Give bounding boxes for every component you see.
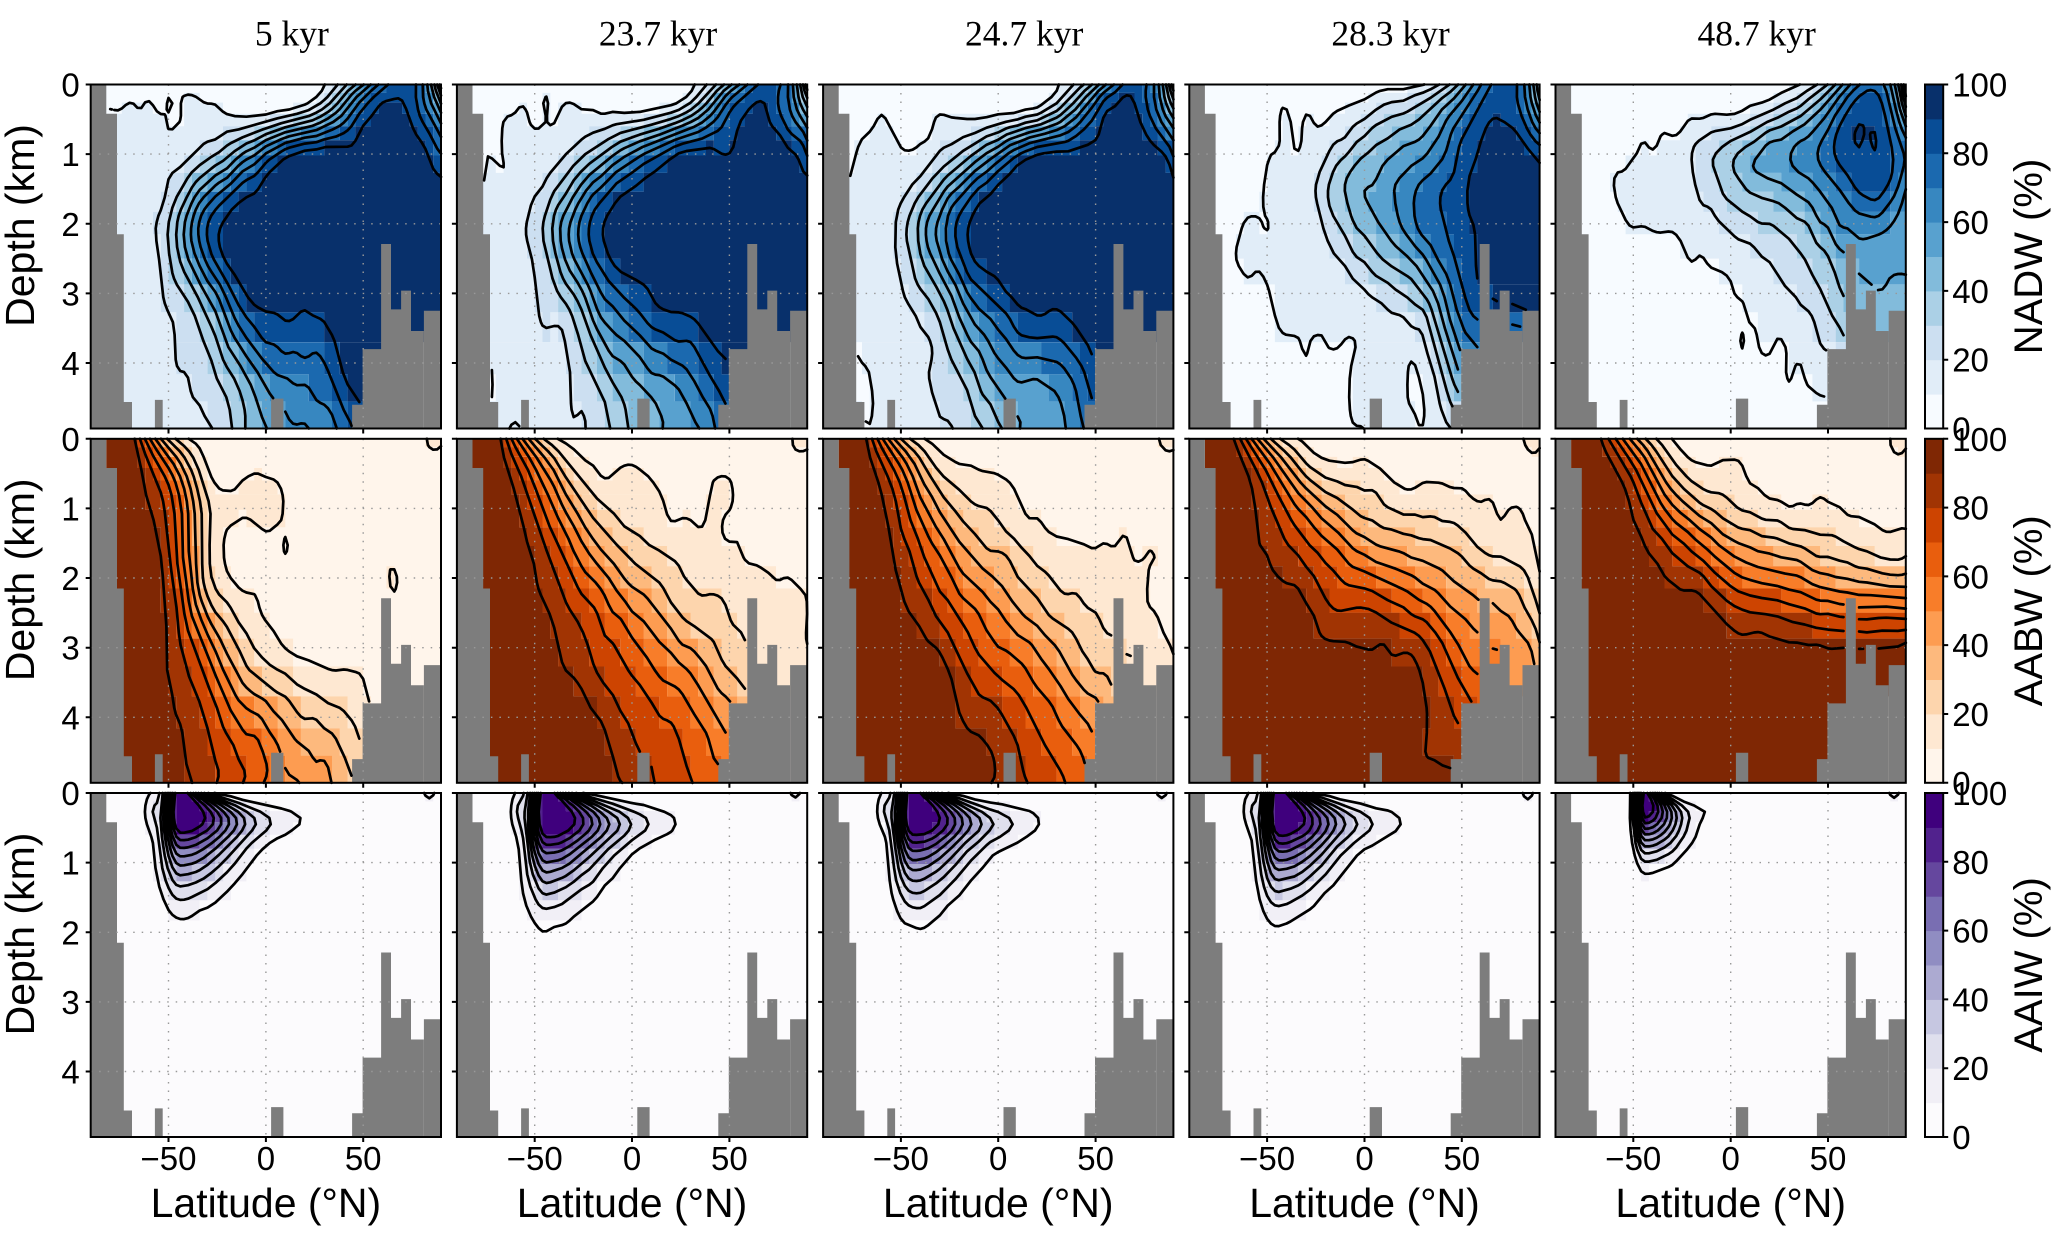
svg-text:Latitude (°N): Latitude (°N) — [1615, 1180, 1846, 1226]
svg-text:80: 80 — [1952, 135, 1989, 172]
svg-text:AAIW (%): AAIW (%) — [2007, 877, 2051, 1053]
svg-text:60: 60 — [1952, 913, 1989, 950]
svg-text:Depth (km): Depth (km) — [0, 833, 43, 1036]
svg-text:−50: −50 — [873, 1140, 929, 1177]
svg-text:0: 0 — [1952, 411, 1970, 448]
svg-text:Latitude (°N): Latitude (°N) — [151, 1180, 382, 1226]
svg-text:0: 0 — [61, 67, 79, 104]
svg-text:100: 100 — [1952, 67, 2007, 104]
svg-text:1: 1 — [61, 136, 79, 173]
svg-text:0: 0 — [1722, 1140, 1740, 1177]
svg-text:3: 3 — [61, 630, 79, 667]
svg-text:23.7 kyr: 23.7 kyr — [599, 14, 718, 54]
svg-text:50: 50 — [1810, 1140, 1847, 1177]
svg-text:−50: −50 — [1239, 1140, 1295, 1177]
svg-text:50: 50 — [345, 1140, 382, 1177]
svg-text:100: 100 — [1952, 775, 2007, 812]
svg-text:AABW (%): AABW (%) — [2007, 515, 2051, 706]
svg-text:100: 100 — [1952, 421, 2007, 458]
svg-text:Latitude (°N): Latitude (°N) — [883, 1180, 1114, 1226]
svg-text:3: 3 — [61, 984, 79, 1021]
svg-text:Depth (km): Depth (km) — [0, 478, 43, 681]
svg-text:0: 0 — [989, 1140, 1007, 1177]
svg-text:0: 0 — [61, 421, 79, 458]
svg-text:40: 40 — [1952, 981, 1989, 1018]
svg-text:Depth (km): Depth (km) — [0, 124, 43, 327]
svg-text:40: 40 — [1952, 273, 1989, 310]
svg-text:50: 50 — [711, 1140, 748, 1177]
svg-text:1: 1 — [61, 490, 79, 527]
svg-text:2: 2 — [61, 206, 79, 243]
svg-text:−50: −50 — [1605, 1140, 1661, 1177]
svg-text:80: 80 — [1952, 844, 1989, 881]
svg-text:0: 0 — [1355, 1140, 1373, 1177]
svg-text:Latitude (°N): Latitude (°N) — [517, 1180, 748, 1226]
svg-text:Latitude (°N): Latitude (°N) — [1249, 1180, 1480, 1226]
svg-text:80: 80 — [1952, 490, 1989, 527]
svg-text:0: 0 — [257, 1140, 275, 1177]
svg-text:−50: −50 — [507, 1140, 563, 1177]
svg-text:−50: −50 — [141, 1140, 197, 1177]
svg-text:20: 20 — [1952, 1050, 1989, 1087]
svg-text:60: 60 — [1952, 204, 1989, 241]
svg-text:60: 60 — [1952, 558, 1989, 595]
svg-text:0: 0 — [1952, 1119, 1970, 1156]
svg-text:NADW (%): NADW (%) — [2007, 159, 2051, 355]
svg-text:0: 0 — [1952, 765, 1970, 802]
svg-text:50: 50 — [1443, 1140, 1480, 1177]
svg-text:5 kyr: 5 kyr — [255, 14, 329, 54]
svg-text:2: 2 — [61, 914, 79, 951]
svg-text:4: 4 — [61, 699, 79, 736]
svg-text:20: 20 — [1952, 342, 1989, 379]
svg-text:20: 20 — [1952, 696, 1989, 733]
svg-text:3: 3 — [61, 275, 79, 312]
svg-text:40: 40 — [1952, 627, 1989, 664]
svg-text:24.7 kyr: 24.7 kyr — [965, 14, 1084, 54]
svg-text:4: 4 — [61, 1054, 79, 1091]
svg-text:0: 0 — [61, 775, 79, 812]
svg-text:0: 0 — [623, 1140, 641, 1177]
svg-text:2: 2 — [61, 560, 79, 597]
svg-text:28.3 kyr: 28.3 kyr — [1331, 14, 1450, 54]
svg-text:1: 1 — [61, 845, 79, 882]
svg-text:50: 50 — [1077, 1140, 1114, 1177]
svg-text:4: 4 — [61, 345, 79, 382]
svg-text:48.7 kyr: 48.7 kyr — [1698, 14, 1817, 54]
